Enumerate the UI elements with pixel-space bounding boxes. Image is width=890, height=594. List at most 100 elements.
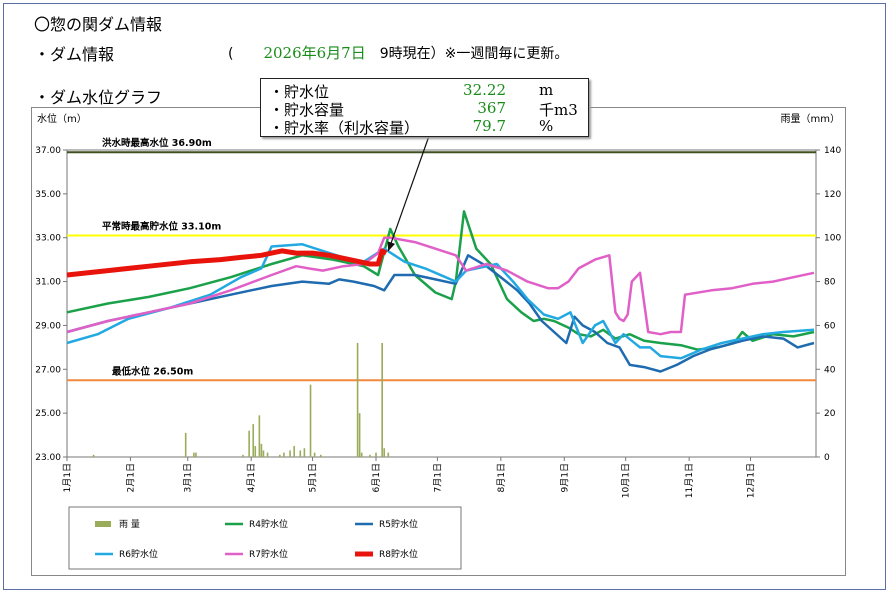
rain-bar <box>387 452 390 457</box>
callout-arrow-line <box>387 135 430 252</box>
rain-bar <box>262 450 265 457</box>
info-label: ・貯水率（利水容量） <box>269 119 420 137</box>
info-unit: 千m3 <box>539 101 578 119</box>
legend-label: R5貯水位 <box>379 518 418 530</box>
rain-bar <box>309 384 312 457</box>
rain-bar <box>248 430 250 457</box>
rain-bar <box>254 446 257 457</box>
update-date: 2026年6月7日 <box>263 44 366 62</box>
y-right-tick-label: 140 <box>824 146 841 156</box>
x-tick-label: 8月1日 <box>496 463 507 492</box>
outer-frame <box>3 3 886 590</box>
info-value: 367 <box>477 99 506 117</box>
series-line <box>66 254 815 373</box>
rain-bar <box>260 443 263 457</box>
time-note: 9時現在）※一週間毎に更新。 <box>379 46 569 62</box>
x-tick-label: 2月1日 <box>125 463 136 492</box>
series-line <box>66 236 815 336</box>
x-tick-label: 3月1日 <box>183 463 194 492</box>
rain-bar <box>356 342 359 457</box>
y-right-tick-label: 0 <box>824 453 830 463</box>
rain-bar <box>252 424 255 457</box>
rain-bar <box>299 450 302 457</box>
legend <box>68 506 462 570</box>
page-title: 〇惣の関ダム情報 <box>34 15 163 34</box>
info-row-storage-rate: ・貯水率（利水容量） 79.7 % <box>269 117 584 137</box>
plot-area <box>66 149 817 458</box>
series-line <box>66 243 815 360</box>
rain-bar <box>313 452 316 457</box>
info-row-storage-volume: ・貯水容量 367 千m3 <box>269 99 584 119</box>
rain-bar <box>266 452 269 457</box>
y-right-tick-label: 80 <box>824 278 836 288</box>
x-tick-label: 10月1日 <box>621 463 632 498</box>
rain-bar <box>360 452 363 457</box>
info-value: 79.7 <box>472 117 506 135</box>
paren-open: ( <box>228 46 234 62</box>
y-left-tick-label: 27.00 <box>35 365 61 375</box>
y-left-tick-label: 29.00 <box>35 321 61 331</box>
y-left-tick-label: 35.00 <box>35 190 61 200</box>
info-row-water-level: ・貯水位 32.22 m <box>269 81 584 101</box>
x-tick-label: 12月1日 <box>746 463 757 498</box>
legend-label: 雨 量 <box>119 519 140 530</box>
date-line: (2026年6月7日 9時現在）※一週間毎に更新。 <box>228 42 568 63</box>
reference-line-label: 最低水位 26.50m <box>112 365 193 377</box>
y-right-tick-label: 60 <box>824 321 836 331</box>
rain-bar <box>289 450 291 457</box>
rain-bar <box>242 454 244 457</box>
storage-info-box: ・貯水位 32.22 m ・貯水容量 367 千m3 ・貯水率（利水容量） 79… <box>260 78 589 137</box>
x-tick-label: 1月1日 <box>62 463 73 492</box>
x-tick-label: 11月1日 <box>684 463 695 498</box>
x-tick-label: 6月1日 <box>371 463 382 492</box>
legend-label: R8貯水位 <box>379 548 418 560</box>
y-right-axis-label: 雨量（mm） <box>781 113 840 125</box>
dam-info-label: ・ダム情報 <box>34 45 115 64</box>
rain-bar <box>369 454 371 457</box>
rain-bar <box>258 415 261 457</box>
dam-level-chart: 水位（m） 雨量（mm） 37.00 35.00 33.00 31.00 29.00 27.0… <box>35 112 841 570</box>
y-left-tick-label: 33.00 <box>35 234 61 244</box>
y-left-axis-label: 水位（m） <box>37 112 87 125</box>
graph-heading: ・ダム水位グラフ <box>34 88 163 107</box>
info-unit: % <box>539 117 554 135</box>
rain-bar <box>303 448 306 457</box>
callout-arrow-head <box>387 241 396 252</box>
rain-bar <box>195 452 197 457</box>
y-left-tick-label: 23.00 <box>35 453 61 463</box>
info-unit: m <box>539 81 554 99</box>
info-value: 32.22 <box>463 81 506 99</box>
rain-bar <box>375 452 377 457</box>
rain-bar <box>193 452 195 457</box>
rain-bar <box>293 446 295 457</box>
info-label: ・貯水位 <box>269 83 330 101</box>
legend-swatch <box>95 521 111 527</box>
info-label: ・貯水容量 <box>269 101 345 119</box>
y-left-tick-label: 37.00 <box>35 146 61 156</box>
reference-line-label: 洪水時最高水位 36.90m <box>102 137 212 149</box>
rain-bar <box>279 454 281 457</box>
chart-container: 水位（m） 雨量（mm） 37.00 35.00 33.00 31.00 29.00 27.0… <box>31 107 846 576</box>
rain-bar <box>184 432 187 457</box>
y-right-tick-label: 20 <box>824 409 836 419</box>
rain-bar <box>383 448 385 457</box>
x-tick-label: 5月1日 <box>308 463 319 492</box>
y-right-tick-label: 40 <box>824 365 836 375</box>
rain-bar <box>92 454 95 457</box>
y-right-tick-label: 120 <box>824 190 841 200</box>
rain-bar <box>319 454 322 457</box>
rain-bar <box>381 342 383 457</box>
y-right-tick-label: 100 <box>824 234 841 244</box>
x-tick-label: 4月1日 <box>246 463 257 492</box>
x-tick-label: 9月1日 <box>559 463 570 492</box>
legend-label: R7貯水位 <box>249 548 288 560</box>
y-left-tick-label: 25.00 <box>35 409 61 419</box>
series-line <box>66 248 388 278</box>
x-tick-label: 7月1日 <box>432 463 443 492</box>
legend-label: R6貯水位 <box>119 548 158 560</box>
legend-label: R4貯水位 <box>249 518 288 530</box>
y-left-tick-label: 31.00 <box>35 278 61 288</box>
rain-bar <box>358 413 361 457</box>
reference-line-label: 平常時最高貯水位 33.10m <box>102 221 221 233</box>
rain-bar <box>283 452 285 457</box>
